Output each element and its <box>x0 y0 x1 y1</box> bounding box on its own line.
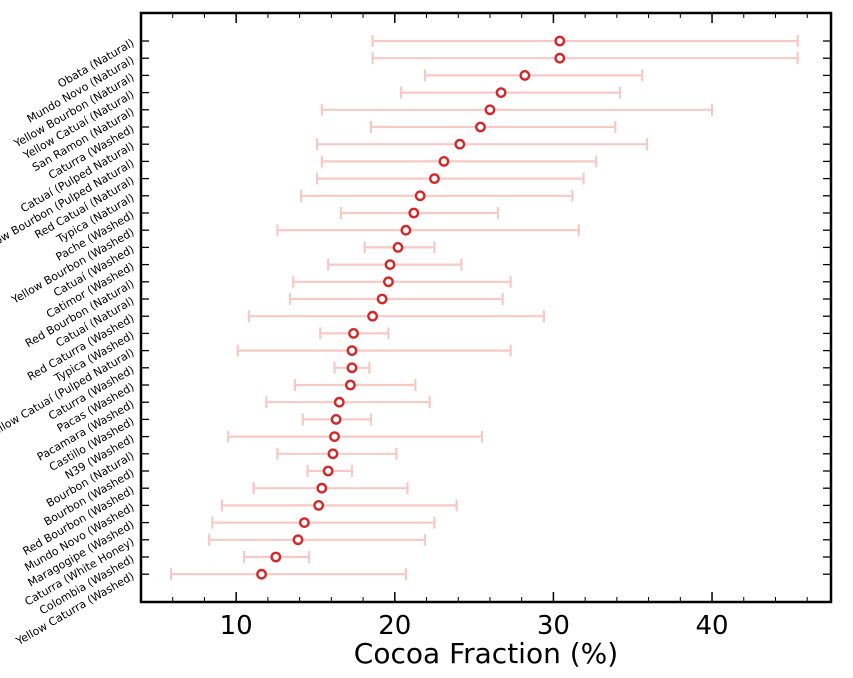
data-point <box>367 310 378 322</box>
y-axis: Obata (Natural)Mundo Novo (Natural)Yello… <box>0 36 831 648</box>
x-axis-label: Cocoa Fraction (%) <box>354 637 618 670</box>
errorbar <box>276 224 580 237</box>
errorbar <box>315 138 649 151</box>
errorbar <box>339 207 499 219</box>
x-tick-label: 20 <box>378 611 411 641</box>
data-point <box>519 70 531 81</box>
errorbar <box>208 533 427 546</box>
errorbar <box>170 568 407 581</box>
data-point <box>554 35 566 47</box>
errorbar <box>211 516 436 529</box>
data-point <box>376 293 388 305</box>
errorbar <box>320 155 598 168</box>
data-point <box>292 534 304 546</box>
data-point <box>329 431 340 442</box>
data-point <box>316 482 328 494</box>
errorbar <box>236 344 512 357</box>
data-point <box>495 87 507 99</box>
data-point <box>392 241 404 253</box>
data-point <box>270 551 282 563</box>
errorbar <box>227 430 484 443</box>
data-point <box>414 190 426 202</box>
data-point <box>313 499 325 511</box>
data-point <box>322 465 334 477</box>
x-tick-label: 10 <box>220 611 253 641</box>
errorbar <box>300 189 574 202</box>
errorbar <box>265 396 431 409</box>
errorbars <box>170 35 799 581</box>
errorbar <box>320 103 714 116</box>
errorbar <box>423 69 644 82</box>
data-point <box>344 379 356 391</box>
errorbar <box>400 86 622 99</box>
data-point <box>484 104 496 116</box>
plot-frame <box>139 11 833 604</box>
data-point <box>327 448 339 460</box>
errorbar <box>220 499 458 512</box>
data-point <box>256 568 267 580</box>
errorbar <box>247 310 545 323</box>
errorbar <box>371 52 799 65</box>
data-point <box>330 413 342 425</box>
data-points <box>256 35 566 580</box>
data-point <box>346 362 358 374</box>
data-point <box>408 207 420 219</box>
data-point <box>554 52 566 64</box>
errorbar <box>292 275 512 288</box>
errorbar <box>369 121 617 133</box>
errorbar <box>315 172 585 185</box>
data-point <box>429 173 440 185</box>
data-point <box>383 276 394 288</box>
data-point <box>333 396 345 408</box>
data-point <box>384 259 396 270</box>
data-point <box>298 517 310 528</box>
data-point <box>348 327 359 339</box>
data-point <box>438 155 450 167</box>
errorbar <box>252 482 409 495</box>
data-point <box>454 138 466 150</box>
errorbar <box>371 35 799 47</box>
x-tick-label: 30 <box>537 611 570 641</box>
data-point <box>400 224 412 236</box>
x-tick-label: 40 <box>695 611 728 641</box>
data-point <box>346 345 358 356</box>
x-axis: 10 20 30 40 <box>140 13 808 641</box>
data-point <box>475 121 486 133</box>
errorbar <box>289 293 504 305</box>
